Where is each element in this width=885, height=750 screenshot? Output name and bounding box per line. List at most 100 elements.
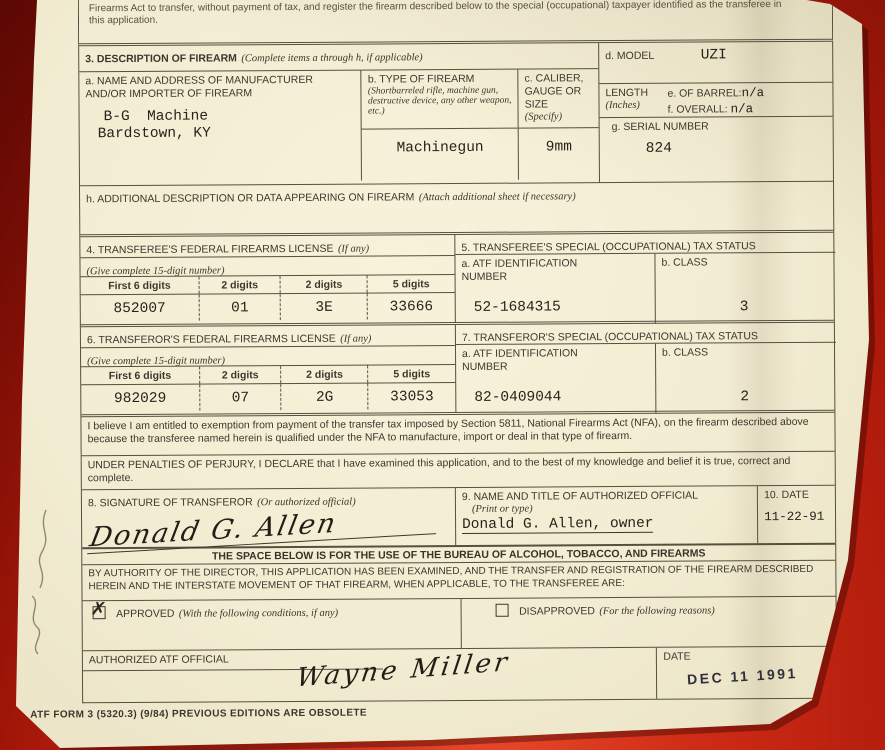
type-value: Machinegun [396, 139, 484, 157]
caliber-note: (Specify) [524, 111, 563, 123]
section-6-title: 6. TRANSFEROR'S FEDERAL FIREARMS LICENSE [86, 332, 336, 347]
authority-paragraph: BY AUTHORITY OF THE DIRECTOR, THIS APPLI… [88, 563, 814, 592]
certification-paragraph: I believe I am entitled to exemption fro… [81, 409, 835, 456]
official-date-cell: DATE DEC 11 1991 [656, 646, 837, 699]
serial-label: g. SERIAL NUMBER [611, 120, 709, 134]
section-4: 4. TRANSFEREE'S FEDERAL FIREARMS LICENSE… [80, 235, 456, 325]
section-3-title: 3. DESCRIPTION OF FIREARM [85, 52, 237, 66]
lic-col-4: 5 digits [366, 275, 455, 293]
lic-col-1: First 6 digits [108, 279, 171, 293]
lic-col-3: 2 digits [280, 275, 367, 294]
length-label: LENGTH [605, 86, 649, 100]
additional-desc-label: h. ADDITIONAL DESCRIPTION OR DATA APPEAR… [86, 191, 415, 206]
official-date-label: DATE [663, 650, 691, 663]
disapproved-checkbox [495, 603, 509, 617]
intro-paragraph: (occupational) taxpayer hereby makes app… [77, 0, 834, 47]
manufacturer-value-line2: Bardstown, KY [97, 125, 211, 143]
field-model: d. MODEL UZI [599, 41, 833, 85]
caliber-value: 9mm [545, 139, 572, 156]
lic-col-3: 2 digits [280, 365, 368, 384]
field-length: LENGTH (Inches) e. OF BARREL:n/a f. OVER… [599, 82, 833, 119]
lic-col-2: 2 digits [198, 366, 281, 384]
type-label: b. TYPE OF FIREARM [367, 72, 475, 86]
signature-transferor-note: (Or authorized official) [257, 496, 356, 509]
overall-value: n/a [730, 101, 754, 116]
approved-checkbox: ✗ [90, 597, 108, 620]
lic-col-2: 2 digits [198, 276, 281, 294]
section-4-subtitle: (Give complete 15-digit number) [86, 265, 225, 278]
section-8: 8. SIGNATURE OF TRANSFEROR (Or authorize… [81, 488, 457, 555]
authorized-official-note: (Print or type) [471, 503, 533, 516]
signature-transferor-label: 8. SIGNATURE OF TRANSFEROR [87, 496, 253, 510]
section-10: 10. DATE 11-22-91 [758, 486, 835, 543]
sections-8-9-10: 8. SIGNATURE OF TRANSFEROR (Or authorize… [81, 484, 836, 555]
field-manufacturer: a. NAME AND ADDRESS OF MANUFACTURER AND/… [79, 70, 363, 183]
date-value: 11-22-91 [764, 509, 825, 525]
transferee-class: 3 [739, 299, 749, 316]
approved-label: APPROVED [116, 607, 175, 621]
transferor-atf-id: 82-0409044 [474, 389, 562, 407]
section-3: 3. DESCRIPTION OF FIREARM (Complete item… [79, 41, 833, 186]
model-value: UZI [700, 47, 727, 64]
date-stamp: DEC 11 1991 [687, 664, 799, 688]
date-label: 10. DATE [764, 488, 809, 502]
overall-label: f. OVERALL: [667, 102, 728, 116]
section-6-title-note: (If any) [340, 333, 372, 345]
section-3-title-note: (Complete items a through h, if applicab… [241, 52, 423, 65]
field-serial: g. SERIAL NUMBER 824 [600, 117, 833, 161]
field-type-of-firearm: b. TYPE OF FIREARM (Shortbarreled rifle,… [361, 69, 520, 181]
lic-col-4: 5 digits [367, 365, 456, 383]
transferee-atf-id: 52-1684315 [473, 299, 561, 317]
section-5: 5. TRANSFEREE'S SPECIAL (OCCUPATIONAL) T… [455, 232, 836, 326]
section-6-subtitle: (Give complete 15-digit number) [87, 355, 226, 368]
length-note: (Inches) [605, 100, 640, 112]
transferee-ffl-part1: 852007 [113, 300, 166, 318]
transferee-ffl-part3: 3E [280, 293, 368, 321]
form-table: 3. DESCRIPTION OF FIREARM (Complete item… [78, 41, 838, 704]
transferee-ffl-part4: 33666 [366, 293, 455, 320]
barrel-label: e. OF BARREL: [667, 87, 742, 100]
section-7-title: 7. TRANSFEROR'S SPECIAL (OCCUPATIONAL) T… [461, 330, 759, 344]
transferor-ffl-part1: 982029 [113, 390, 167, 408]
approval-row: ✗ APPROVED (With the following condition… [82, 595, 836, 651]
class-label-5: b. CLASS [661, 256, 708, 269]
section-9: 9. NAME AND TITLE OF AUTHORIZED OFFICIAL… [455, 486, 759, 546]
disapproved-note: (For the following reasons) [599, 605, 715, 618]
model-label: d. MODEL [605, 49, 655, 63]
transferor-ffl-part3: 2G [280, 383, 368, 411]
approved-note: (With the following conditions, if any) [178, 607, 339, 620]
transferor-ffl-part2: 07 [198, 384, 281, 411]
manufacturer-label: a. NAME AND ADDRESS OF MANUFACTURER AND/… [85, 73, 313, 101]
perjury-paragraph: UNDER PENALTIES OF PERJURY, I DECLARE th… [81, 450, 835, 490]
section-h: h. ADDITIONAL DESCRIPTION OR DATA APPEAR… [79, 180, 834, 235]
section-4-title: 4. TRANSFEREE'S FEDERAL FIREARMS LICENSE [86, 242, 334, 257]
additional-desc-note: (Attach additional sheet if necessary) [418, 191, 576, 204]
atf-id-label-7: a. ATF IDENTIFICATION NUMBER [461, 347, 578, 374]
atf-form-3: (occupational) taxpayer hereby makes app… [30, 0, 838, 721]
transferor-class: 2 [740, 389, 750, 406]
serial-value: 824 [645, 140, 672, 157]
disapproved-cell: DISAPPROVED (For the following reasons) [462, 597, 836, 648]
margin-scribble [31, 509, 47, 655]
sections-4-5: 4. TRANSFEREE'S FEDERAL FIREARMS LICENSE… [80, 229, 836, 326]
official-row: AUTHORIZED ATF OFFICIAL Wayne Miller DAT… [82, 645, 837, 703]
barrel-value: n/a [741, 86, 765, 101]
field-caliber: c. CALIBER, GAUGE OR SIZE (Specify) 9mm [518, 69, 599, 179]
section-4-title-note: (If any) [337, 243, 370, 255]
manufacturer-value-line1: B-G Machine [103, 108, 209, 126]
type-note: (Shortbarreled rifle, machine gun, destr… [367, 85, 512, 117]
approved-check-mark: ✗ [89, 597, 108, 621]
transferee-ffl-part2: 01 [198, 294, 281, 321]
transferor-ffl-part4: 33053 [367, 383, 456, 410]
section-7: 7. TRANSFEROR'S SPECIAL (OCCUPATIONAL) T… [455, 322, 837, 416]
section-5-title: 5. TRANSFEREE'S SPECIAL (OCCUPATIONAL) T… [461, 240, 756, 254]
authorized-official-name: Donald G. Allen, owner [462, 515, 654, 535]
form-footer: ATF FORM 3 (5320.3) (9/84) PREVIOUS EDIT… [30, 707, 368, 721]
disapproved-label: DISAPPROVED [519, 605, 595, 618]
atf-id-label-5: a. ATF IDENTIFICATION NUMBER [461, 257, 578, 284]
sections-6-7: 6. TRANSFEROR'S FEDERAL FIREARMS LICENSE… [80, 319, 837, 416]
section-6: 6. TRANSFEROR'S FEDERAL FIREARMS LICENSE… [80, 325, 457, 415]
class-label-7: b. CLASS [661, 346, 709, 359]
